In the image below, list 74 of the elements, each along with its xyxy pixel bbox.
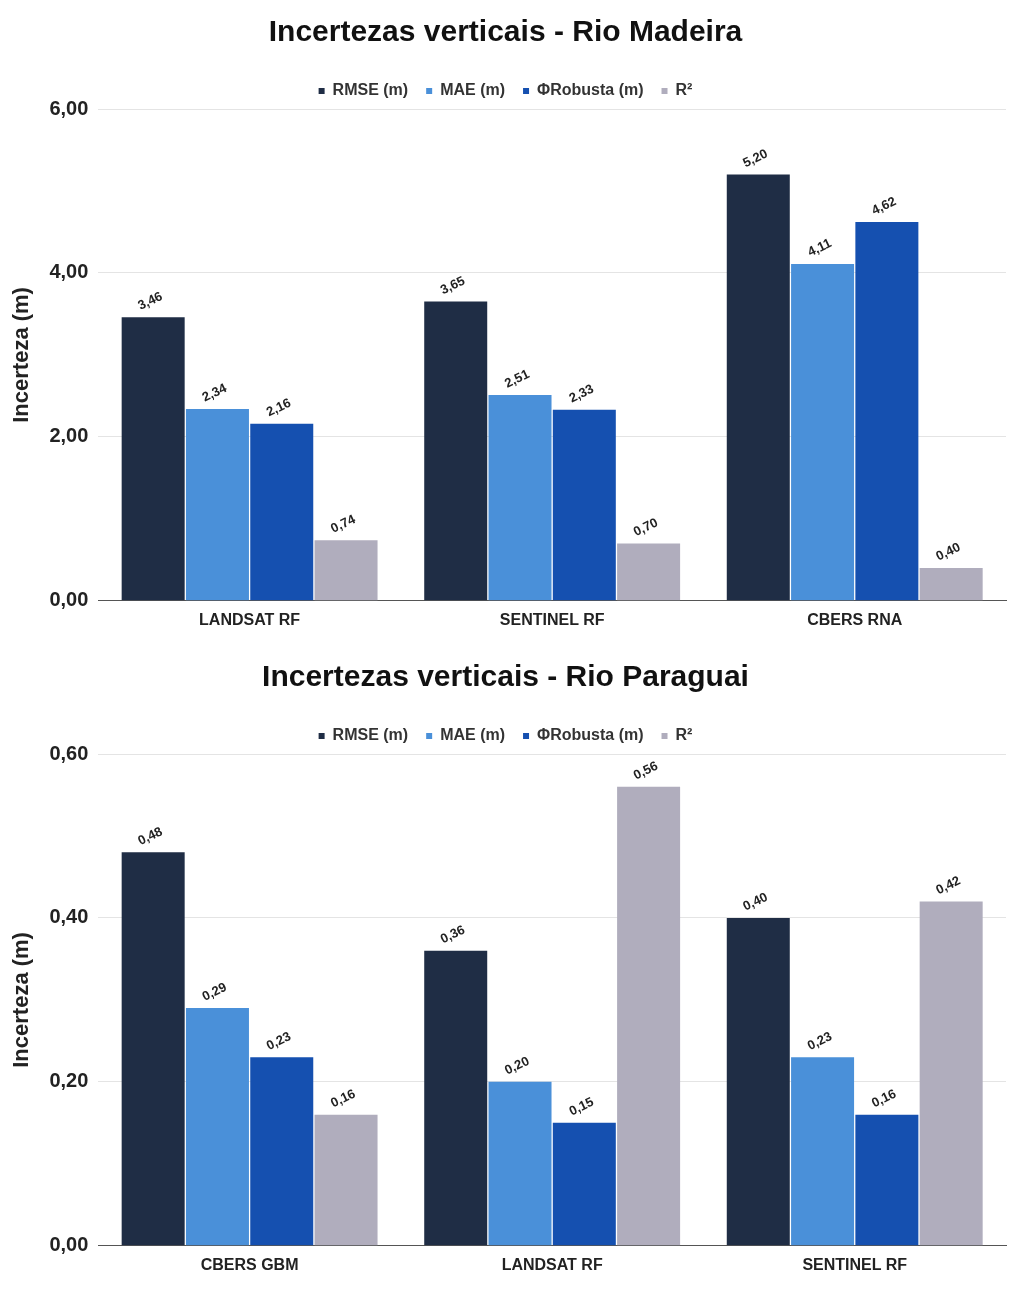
bar <box>791 263 855 601</box>
x-tick-label: SENTINEL RF <box>499 610 605 628</box>
legend-label: MAE (m) <box>440 726 506 744</box>
data-label: 2,16 <box>263 394 294 420</box>
data-label: 3,46 <box>135 288 165 313</box>
bar <box>121 317 185 601</box>
bar <box>314 540 378 601</box>
bar <box>919 901 983 1246</box>
data-label: 2,51 <box>502 366 532 391</box>
bar <box>314 1114 378 1246</box>
bar <box>424 301 488 601</box>
data-label: 0,40 <box>933 539 963 564</box>
legend-label: R² <box>675 81 693 99</box>
bar <box>855 1114 919 1246</box>
y-tick-label: 4,00 <box>49 260 89 283</box>
y-tick-label: 6,00 <box>49 96 89 119</box>
bar <box>552 1122 616 1246</box>
legend-label: MAE (m) <box>440 81 506 99</box>
bar <box>185 1008 249 1246</box>
bar <box>185 409 249 601</box>
data-label: 0,29 <box>199 979 229 1004</box>
data-label: 3,65 <box>437 272 468 298</box>
y-tick-label: 0,00 <box>49 1233 89 1256</box>
y-axis-title: Incerteza (m) <box>8 287 34 423</box>
data-label: 0,70 <box>630 514 661 539</box>
bar <box>617 786 681 1246</box>
y-tick-label: 2,00 <box>49 424 89 447</box>
bar <box>250 423 314 601</box>
x-tick-label: CBERS RNA <box>807 610 903 628</box>
bar <box>250 1057 314 1246</box>
legend-label: RMSE (m) <box>332 726 409 744</box>
bar <box>726 174 790 601</box>
data-label: 0,16 <box>328 1085 358 1111</box>
data-label: 4,11 <box>805 235 834 260</box>
bar <box>726 917 790 1246</box>
bar <box>617 543 681 601</box>
bar <box>552 409 616 601</box>
bar <box>121 852 185 1246</box>
x-tick-label: CBERS GBM <box>200 1255 299 1273</box>
legend-label: ΦRobusta (m) <box>537 81 644 99</box>
data-label: 0,16 <box>868 1085 899 1111</box>
data-label: 0,23 <box>804 1028 835 1053</box>
legend-label: R² <box>675 726 693 744</box>
x-tick-label: SENTINEL RF <box>802 1255 908 1273</box>
data-label: 0,23 <box>263 1028 294 1053</box>
y-tick-label: 0,60 <box>49 741 89 764</box>
data-label: 0,74 <box>328 510 359 536</box>
y-tick-label: 0,40 <box>49 905 89 928</box>
chart-title: Incertezas verticais - Rio Madeira <box>268 14 743 48</box>
legend-label: ΦRobusta (m) <box>537 726 644 744</box>
y-tick-label: 0,20 <box>49 1069 89 1092</box>
data-label: 4,62 <box>868 193 899 218</box>
y-axis-title: Incerteza (m) <box>8 932 34 1068</box>
x-tick-label: LANDSAT RF <box>199 610 301 628</box>
bar <box>919 568 983 601</box>
data-label: 0,42 <box>933 872 963 898</box>
data-label: 0,20 <box>502 1052 532 1078</box>
bar <box>488 1081 552 1246</box>
bar <box>488 395 552 601</box>
data-label: 0,48 <box>135 823 165 848</box>
data-label: 2,33 <box>566 380 596 406</box>
bar <box>424 950 488 1246</box>
x-tick-label: LANDSAT RF <box>501 1255 603 1273</box>
data-label: 2,34 <box>199 379 230 405</box>
data-label: 0,40 <box>740 889 770 914</box>
data-label: 0,15 <box>566 1093 596 1119</box>
data-label: 5,20 <box>740 145 770 171</box>
legend-label: RMSE (m) <box>332 81 409 99</box>
bar <box>791 1057 855 1246</box>
data-label: 0,56 <box>630 757 661 783</box>
chart-title: Incertezas verticais - Rio Paraguai <box>262 659 749 693</box>
y-tick-label: 0,00 <box>49 588 89 611</box>
data-label: 0,36 <box>437 921 468 947</box>
bar <box>855 222 919 601</box>
